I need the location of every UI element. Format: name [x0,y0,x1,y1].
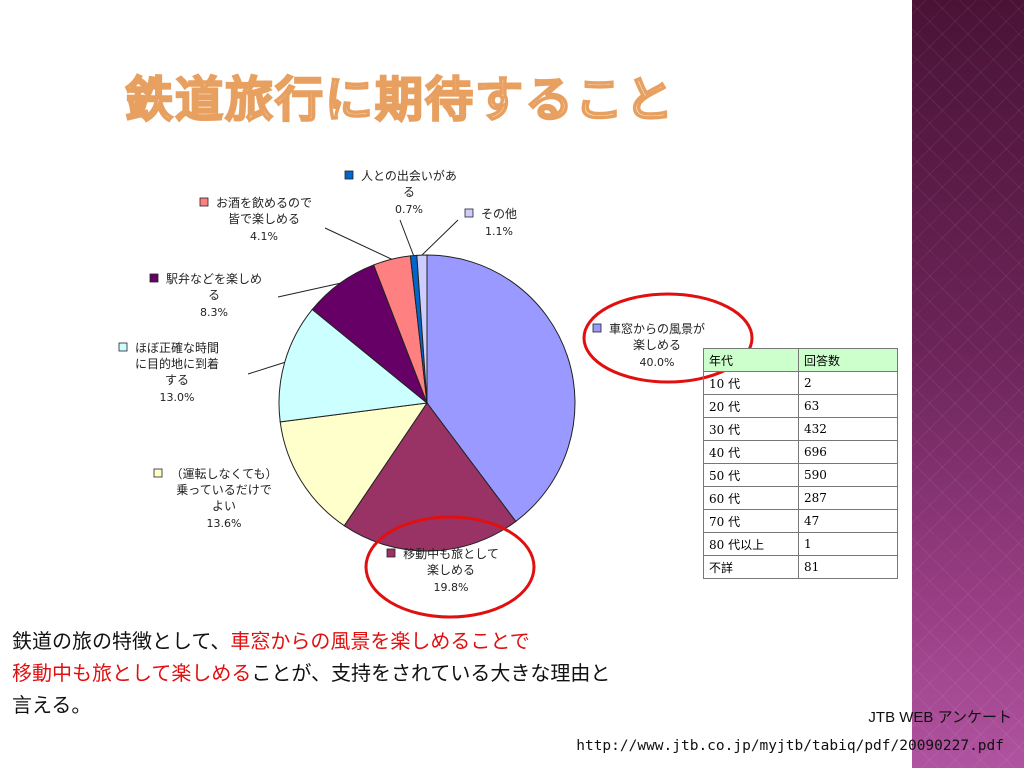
slice-label: 駅弁などを楽しめ [166,271,262,286]
age-cell: 80 代以上 [703,532,799,556]
highlight-circle [582,292,754,384]
legend-swatch [344,170,354,180]
slice-label: 乗っているだけで [176,483,271,497]
highlight-circle [364,515,536,619]
age-cell: 70 代 [703,509,799,533]
leader-lines [247,219,459,375]
count-cell: 47 [798,509,898,533]
summary-highlight-2: 移動中も旅として楽しめる [12,661,252,685]
leader-line [277,282,341,298]
slide-title: 鉄道旅行に期待すること [124,71,676,129]
slice-label: お酒を飲めるので [216,195,312,210]
table-row: 20 代 63 [703,394,898,418]
pie-slices [278,254,576,552]
age-cell: 40 代 [703,440,799,464]
slice-label: 楽しめる [427,563,475,577]
count-cell: 1 [798,532,898,556]
slice-percent-label: 8.3% [200,306,228,319]
age-cell: 30 代 [703,417,799,441]
slice-percent-label: 13.0% [160,391,195,404]
slice-label: 車窓からの風景が [609,321,705,336]
slice-label: ほぼ正確な時間 [135,340,219,355]
summary-text: 鉄道の旅の特徴として、車窓からの風景を楽しめることで 移動中も旅として楽しめるこ… [12,625,792,721]
count-cell: 63 [798,394,898,418]
slice-label: する [165,373,189,387]
highlight-circles [364,292,754,619]
slice-label: に目的地に到着 [135,356,219,371]
count-cell: 696 [798,440,898,464]
leader-line [324,227,392,260]
pie-slice [279,402,429,527]
slice-percent-label: 4.1% [250,230,278,243]
table-row: 70 代 47 [703,509,898,533]
legend-swatch [149,273,159,283]
slice-labels: 車窓からの風景が楽しめる40.0%移動中も旅として楽しめる19.8%（運転しなく… [118,168,705,594]
table-header-row: 年代 回答数 [703,348,898,372]
table-row: 40 代 696 [703,440,898,464]
summary-part1: 鉄道の旅の特徴として、 [12,629,231,653]
decorative-sidebar [912,0,1024,768]
table-row: 30 代 432 [703,417,898,441]
pie-slice [343,402,517,552]
table-row: 50 代 590 [703,463,898,487]
slice-label: 移動中も旅として [403,546,499,561]
source-name: JTB WEB アンケート [868,709,1012,726]
age-cell: 50 代 [703,463,799,487]
legend-swatch [592,323,602,333]
legend-swatch [464,208,474,218]
slice-percent-label: 1.1% [485,225,513,238]
slice-percent-label: 19.8% [434,581,469,594]
age-cell: 10 代 [703,371,799,395]
pie-slice [426,254,576,523]
count-cell: 81 [798,555,898,579]
summary-part5: 言える。 [12,693,92,717]
age-cell: 20 代 [703,394,799,418]
count-cell: 287 [798,486,898,510]
slice-label: よい [212,499,236,513]
age-cell: 不詳 [703,555,799,579]
legend-swatch [118,342,128,352]
slice-label: る [208,288,220,302]
table-header-count: 回答数 [798,348,898,372]
legend-swatch [386,548,396,558]
legend-swatch [199,197,209,207]
table-row: 60 代 287 [703,486,898,510]
leader-line [421,219,459,256]
table-row: 80 代以上 1 [703,532,898,556]
count-cell: 590 [798,463,898,487]
leader-line [399,219,415,256]
leader-line [247,361,285,375]
count-cell: 432 [798,417,898,441]
age-breakdown-table: 年代 回答数 10 代 2 20 代 63 30 代 432 40 代 696 50 代 590 6… [703,348,898,579]
summary-part4: ことが、支持をされている大きな理由と [251,661,611,685]
slice-percent-label: 0.7% [395,203,423,216]
age-cell: 60 代 [703,486,799,510]
legend-swatch [153,468,163,478]
table-header-age: 年代 [703,348,799,372]
slice-label: （運転しなくても） [170,467,277,481]
slice-label: 楽しめる [633,338,681,352]
summary-highlight-1: 車窓からの風景を楽しめることで [230,629,530,653]
slice-label: 皆で楽しめる [228,212,300,226]
source-url[interactable]: http://www.jtb.co.jp/myjtb/tabiq/pdf/200… [576,738,1004,754]
slice-label: その他 [481,207,517,221]
count-cell: 2 [798,371,898,395]
table-row: 不詳 81 [703,555,898,579]
slice-percent-label: 13.6% [207,517,242,530]
slice-label: る [403,185,415,199]
pie-chart: 車窓からの風景が楽しめる40.0%移動中も旅として楽しめる19.8%（運転しなく… [118,168,754,619]
slice-percent-label: 40.0% [640,356,675,369]
slice-label: 人との出会いがあ [361,168,457,183]
